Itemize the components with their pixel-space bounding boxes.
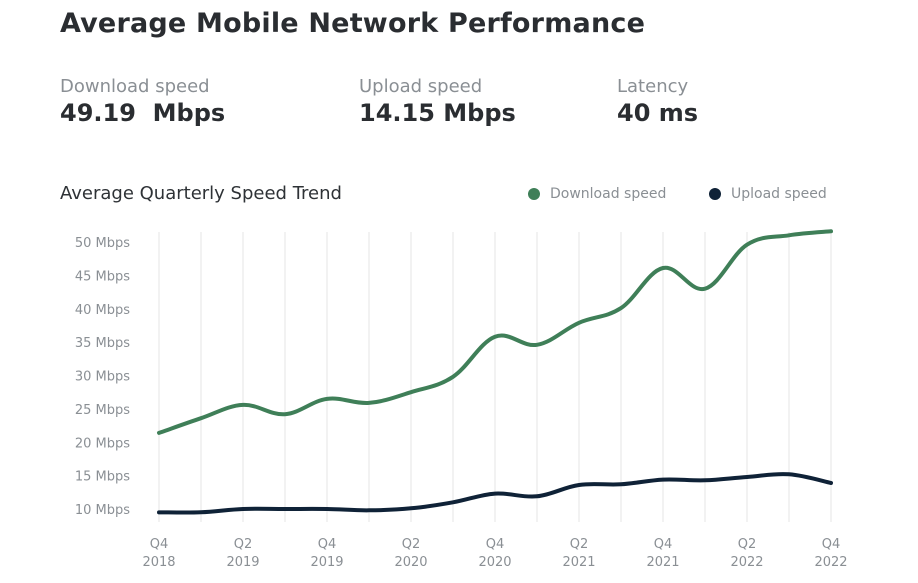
y-tick-label: 30 Mbps <box>75 370 130 385</box>
latency-stat: Latency 40 ms <box>617 76 698 127</box>
download-legend-dot-icon <box>528 188 540 200</box>
y-tick-label: 15 Mbps <box>75 470 130 485</box>
page-title: Average Mobile Network Performance <box>60 8 646 39</box>
y-tick-label: 10 Mbps <box>75 503 130 518</box>
grid-lines <box>158 232 832 522</box>
y-tick-label: 25 Mbps <box>75 403 130 418</box>
x-tick-label: Q4 2020 <box>478 537 511 570</box>
legend-label-download: Download speed <box>550 186 667 202</box>
x-tick-label: Q4 2021 <box>646 537 679 570</box>
upload-speed-value: 14.15 Mbps <box>359 99 516 127</box>
x-tick-label: Q2 2022 <box>730 537 763 570</box>
chart-title: Average Quarterly Speed Trend <box>60 183 342 204</box>
download-speed-label: Download speed <box>60 76 210 97</box>
download-speed-line <box>157 229 833 435</box>
upload-legend-dot-icon <box>709 188 721 200</box>
x-tick-label: Q4 2022 <box>814 537 847 570</box>
latency-label: Latency <box>617 76 689 97</box>
upload-speed-label: Upload speed <box>359 76 483 97</box>
y-tick-label: 45 Mbps <box>75 269 130 284</box>
y-tick-label: 20 Mbps <box>75 436 130 451</box>
legend-item-download[interactable]: Download speed <box>528 186 666 202</box>
upload-speed-line <box>157 472 833 515</box>
y-tick-label: 50 Mbps <box>75 236 130 251</box>
x-tick-label: Q2 2020 <box>394 537 427 570</box>
series-lines <box>157 229 833 515</box>
y-tick-label: 35 Mbps <box>75 336 130 351</box>
upload-speed-stat: Upload speed 14.15 Mbps <box>359 76 516 127</box>
x-tick-label: Q2 2021 <box>562 537 595 570</box>
latency-value: 40 ms <box>617 99 699 127</box>
download-speed-value: 49.19 Mbps <box>60 99 226 127</box>
x-tick-label: Q2 2019 <box>226 537 259 570</box>
y-tick-label: 40 Mbps <box>75 303 130 318</box>
x-axis: Q4 2018 Q2 2019 Q4 2019 Q2 2020 Q4 2020 Q2 2021 Q4 20… <box>142 537 847 570</box>
x-tick-label: Q4 2018 <box>142 537 175 570</box>
y-axis: 50 Mbps 45 Mbps 40 Mbps 35 Mbps 30 Mbps 25 Mb… <box>75 236 130 518</box>
legend-label-upload: Upload speed <box>731 186 827 202</box>
x-tick-label: Q4 2019 <box>310 537 343 570</box>
download-speed-stat: Download speed 49.19 Mbps <box>60 76 225 127</box>
legend-item-upload[interactable]: Upload speed <box>709 186 827 202</box>
